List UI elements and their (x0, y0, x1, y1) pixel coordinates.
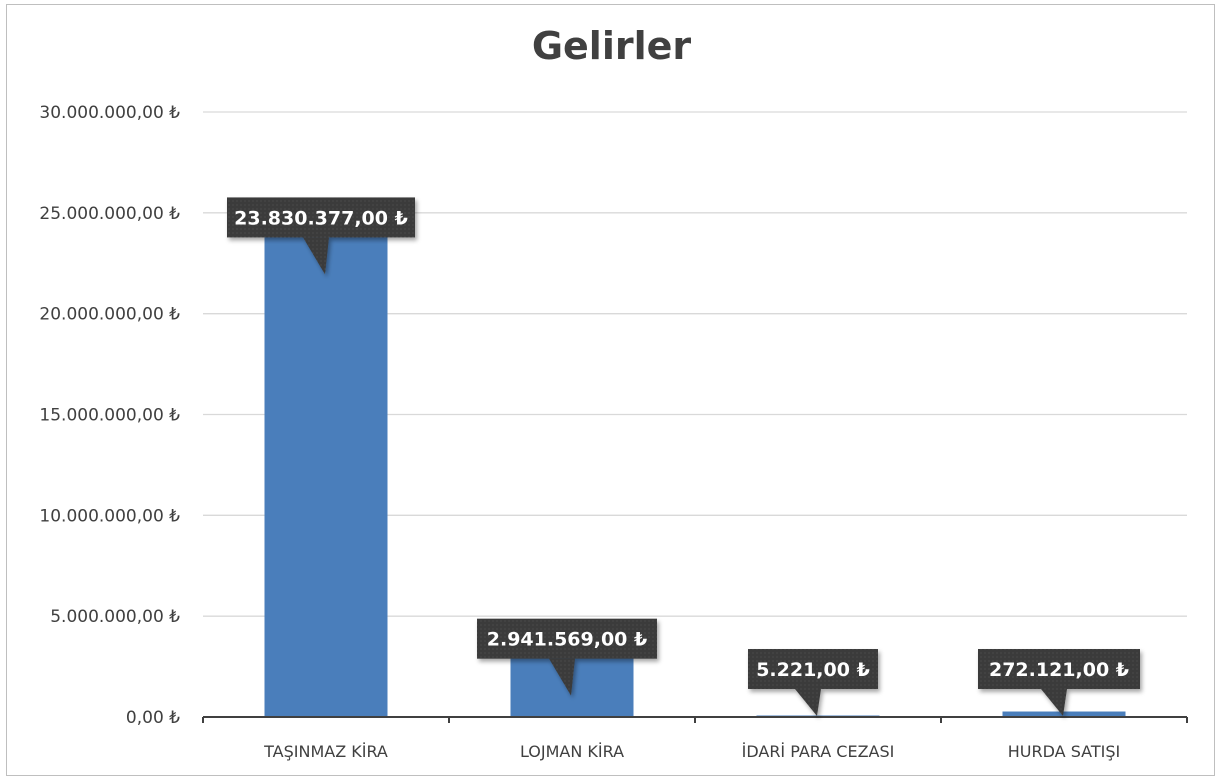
data-labels: 23.830.377,00 ₺ 2.941.569,00 ₺ 5.221,00 ₺ 2… (227, 197, 1140, 716)
y-tick-label: 5.000.000,00 ₺ (50, 607, 180, 627)
data-label (477, 618, 657, 696)
axes: 0,00 ₺ 5.000.000,00 ₺ 10.000.000,00 ₺ 15.00… (39, 103, 1188, 761)
data-label-pointer (549, 658, 575, 696)
x-tick-label: İDARİ PARA CEZASI (742, 742, 895, 761)
data-label (227, 197, 415, 275)
data-label-text: 272.121,00 ₺ (989, 659, 1129, 681)
y-tick-label: 0,00 ₺ (126, 708, 180, 728)
x-tick-label: HURDA SATIŞI (1008, 742, 1120, 761)
data-label-box (748, 649, 878, 689)
data-label-box (978, 649, 1140, 689)
bar (1002, 711, 1126, 717)
data-label-text: 23.830.377,00 ₺ (234, 207, 408, 229)
data-label-pointer (1041, 689, 1067, 716)
y-tick-label: 20.000.000,00 ₺ (39, 305, 180, 325)
y-tick-label: 15.000.000,00 ₺ (39, 406, 180, 426)
y-tick-label: 10.000.000,00 ₺ (39, 506, 180, 526)
y-tick-label: 30.000.000,00 ₺ (39, 103, 180, 123)
x-tick-label: TAŞINMAZ KİRA (263, 742, 388, 761)
data-label-text: 5.221,00 ₺ (756, 659, 870, 681)
y-tick-label: 25.000.000,00 ₺ (39, 204, 180, 224)
bars (264, 236, 1126, 718)
data-label-text: 2.941.569,00 ₺ (487, 629, 647, 651)
data-label-pointer (303, 237, 329, 275)
data-label (748, 649, 878, 716)
data-label (978, 649, 1140, 716)
bar (264, 236, 388, 718)
chart-title: Gelirler (531, 24, 692, 68)
data-label-box (227, 197, 415, 238)
data-label-box (477, 618, 657, 659)
data-label-pointer (795, 689, 821, 716)
x-tick-label: LOJMAN KİRA (520, 742, 624, 761)
